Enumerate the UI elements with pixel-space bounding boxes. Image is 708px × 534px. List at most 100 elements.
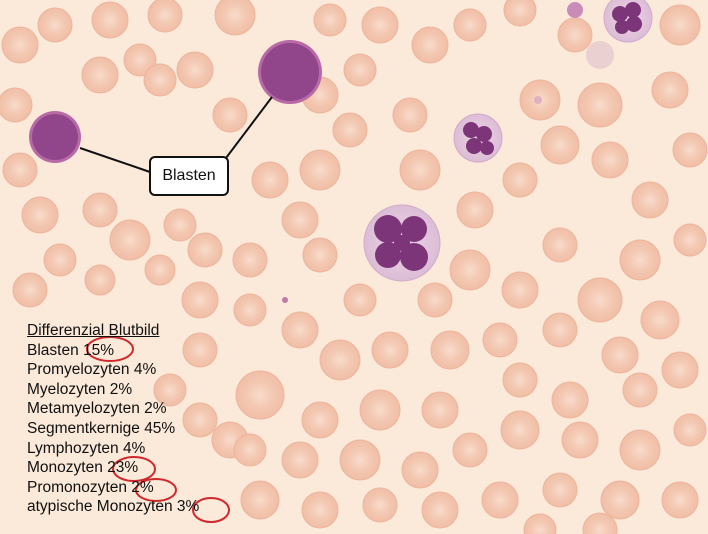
legend-row: Myelozyten 2% (27, 380, 133, 398)
erythrocyte (542, 472, 578, 508)
erythrocyte (82, 192, 118, 228)
erythrocyte (301, 491, 339, 529)
erythrocyte (661, 481, 699, 519)
erythrocyte (672, 132, 708, 168)
erythrocyte (501, 271, 539, 309)
erythrocyte (417, 282, 453, 318)
erythrocyte (84, 264, 116, 296)
erythrocyte (187, 232, 223, 268)
erythrocyte (233, 433, 267, 467)
blasten-label: Blasten (149, 156, 229, 196)
erythrocyte (399, 149, 441, 191)
erythrocyte (362, 487, 398, 523)
erythrocyte (542, 312, 578, 348)
erythrocyte (361, 6, 399, 44)
erythrocyte (401, 451, 439, 489)
erythrocyte (235, 370, 285, 420)
erythrocyte (2, 152, 38, 188)
erythrocyte (212, 97, 248, 133)
legend-title: Differenzial Blutbild (27, 322, 160, 339)
erythrocyte (319, 339, 361, 381)
erythrocyte (661, 351, 699, 389)
erythrocyte (502, 362, 538, 398)
erythrocyte (332, 112, 368, 148)
erythrocyte (0, 87, 33, 123)
legend-row: atypische Monozyten 3% (27, 498, 200, 516)
erythrocyte (251, 161, 289, 199)
erythrocyte (591, 141, 629, 179)
erythrocyte (651, 71, 689, 109)
legend-row: Metamyelozyten 2% (27, 400, 167, 418)
erythrocyte (456, 191, 494, 229)
erythrocyte (281, 311, 319, 349)
erythrocyte (359, 389, 401, 431)
erythrocyte (176, 51, 214, 89)
erythrocyte (577, 277, 623, 323)
erythrocyte (619, 429, 661, 471)
erythrocyte (421, 391, 459, 429)
erythrocyte (233, 293, 267, 327)
erythrocyte (557, 17, 593, 53)
erythrocyte (540, 125, 580, 165)
erythrocyte (299, 149, 341, 191)
erythrocyte (619, 239, 661, 281)
erythrocyte (343, 283, 377, 317)
erythrocyte (640, 300, 680, 340)
erythrocyte (281, 201, 319, 239)
erythrocyte (392, 97, 428, 133)
differential-blood-count: Differenzial Blutbild Blasten 15% Promye… (27, 321, 199, 517)
erythrocyte (144, 254, 176, 286)
erythrocyte (182, 332, 218, 368)
erythrocyte (453, 8, 487, 42)
erythrocyte (411, 26, 449, 64)
erythrocyte (601, 336, 639, 374)
erythrocyte (551, 381, 589, 419)
erythrocyte (232, 242, 268, 278)
erythrocyte (163, 208, 197, 242)
erythrocyte (301, 401, 339, 439)
erythrocyte (91, 1, 129, 39)
erythrocyte (523, 513, 557, 534)
erythrocyte (21, 196, 59, 234)
erythrocyte (659, 4, 701, 46)
erythrocyte (371, 331, 409, 369)
legend-row: Promonozyten 2% (27, 478, 154, 496)
erythrocyte (182, 402, 218, 438)
erythrocyte (503, 0, 537, 27)
erythrocyte (214, 0, 256, 36)
erythrocyte (12, 272, 48, 308)
legend-row: Segmentkernige 45% (27, 419, 176, 437)
legend-row: Blasten 15% (27, 341, 115, 359)
erythrocyte (600, 480, 640, 520)
erythrocyte (452, 432, 488, 468)
erythrocyte (109, 219, 151, 261)
erythrocyte (481, 481, 519, 519)
erythrocyte (313, 3, 347, 37)
erythrocyte (561, 421, 599, 459)
legend-row: Lymphozyten 4% (27, 439, 146, 457)
erythrocyte (542, 227, 578, 263)
erythrocyte (339, 439, 381, 481)
erythrocyte (81, 56, 119, 94)
legend-row: Promyelozyten 4% (27, 361, 157, 379)
erythrocyte (500, 410, 540, 450)
erythrocyte (430, 330, 470, 370)
erythrocyte (421, 491, 459, 529)
erythrocyte (302, 237, 338, 273)
erythrocyte (43, 243, 77, 277)
legend-row: Monozyten 23% (27, 459, 139, 477)
erythrocyte (673, 223, 707, 257)
erythrocyte (143, 63, 177, 97)
erythrocyte (449, 249, 491, 291)
erythrocyte (240, 480, 280, 520)
erythrocyte (281, 441, 319, 479)
erythrocyte (1, 26, 39, 64)
erythrocyte (577, 82, 623, 128)
erythrocyte (502, 162, 538, 198)
erythrocyte (153, 373, 187, 407)
erythrocyte (631, 181, 669, 219)
erythrocyte (123, 43, 157, 77)
erythrocyte (482, 322, 518, 358)
erythrocyte (673, 413, 707, 447)
